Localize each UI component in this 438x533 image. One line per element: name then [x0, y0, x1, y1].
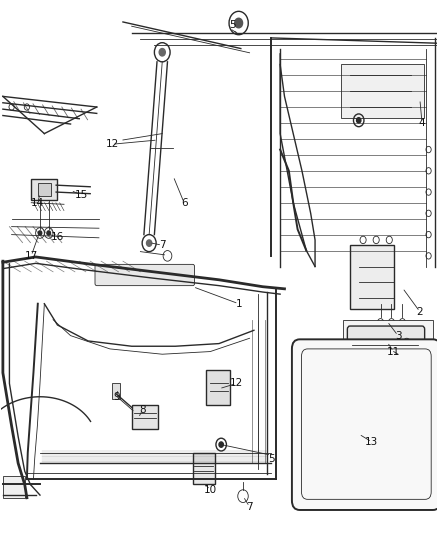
Text: 5: 5 — [229, 20, 235, 30]
Circle shape — [147, 240, 152, 246]
Bar — [112, 383, 120, 399]
Text: 1: 1 — [235, 298, 242, 309]
Bar — [341, 64, 424, 118]
Circle shape — [235, 18, 243, 28]
Circle shape — [384, 368, 390, 375]
Text: 7: 7 — [159, 240, 166, 250]
Circle shape — [38, 231, 42, 235]
FancyBboxPatch shape — [292, 340, 438, 510]
Text: 13: 13 — [365, 437, 378, 447]
Circle shape — [47, 231, 50, 235]
Text: 7: 7 — [246, 502, 253, 512]
Bar — [3, 477, 25, 498]
Text: 8: 8 — [139, 405, 146, 415]
Bar — [206, 370, 230, 405]
Bar — [193, 453, 215, 484]
Circle shape — [219, 442, 223, 447]
FancyBboxPatch shape — [95, 264, 194, 286]
Text: 16: 16 — [51, 232, 64, 243]
Text: 12: 12 — [106, 139, 119, 149]
Text: 5: 5 — [268, 454, 275, 464]
Text: 17: 17 — [25, 251, 38, 261]
Text: 9: 9 — [113, 392, 120, 402]
Bar — [343, 320, 433, 365]
Text: 15: 15 — [75, 190, 88, 200]
Bar — [38, 183, 51, 196]
Bar — [350, 245, 394, 309]
Text: 11: 11 — [387, 346, 400, 357]
Bar — [132, 405, 158, 429]
Circle shape — [357, 118, 361, 123]
Text: 12: 12 — [230, 378, 243, 389]
Text: 4: 4 — [419, 118, 425, 128]
Circle shape — [159, 49, 165, 56]
Bar — [31, 179, 57, 200]
Text: 3: 3 — [395, 330, 401, 341]
FancyBboxPatch shape — [347, 326, 425, 362]
Text: 2: 2 — [417, 306, 423, 317]
Text: 10: 10 — [204, 485, 217, 495]
Text: 6: 6 — [181, 198, 187, 208]
Text: 14: 14 — [31, 198, 44, 208]
FancyBboxPatch shape — [301, 349, 431, 499]
